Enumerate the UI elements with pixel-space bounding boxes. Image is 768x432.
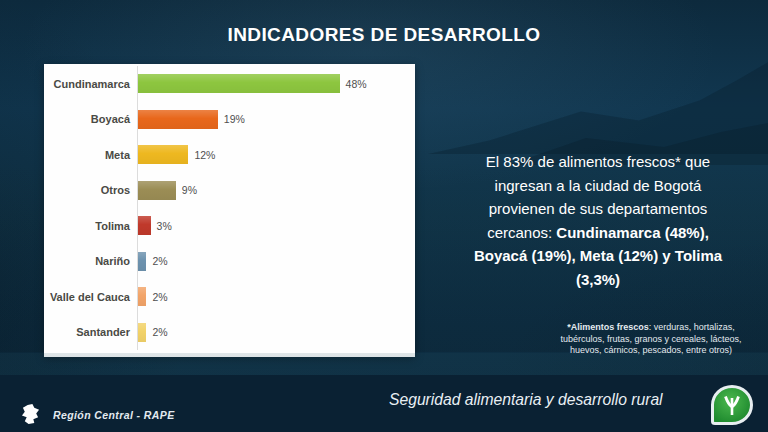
category-label: Valle del Cauca xyxy=(44,291,137,303)
bar-track: 2% xyxy=(137,244,415,280)
value-label: 2% xyxy=(152,255,167,267)
bar-track: 12% xyxy=(137,137,415,173)
chart-row: Nariño 2% xyxy=(44,244,415,280)
bar-track: 3% xyxy=(137,208,415,244)
bar-track: 9% xyxy=(137,173,415,209)
chart-row: Otros 9% xyxy=(44,173,415,209)
category-label: Otros xyxy=(44,184,137,196)
chart-row: Meta 12% xyxy=(44,137,415,173)
chart-row: Valle del Cauca 2% xyxy=(44,279,415,315)
green-leaf-logo xyxy=(711,385,753,425)
footnote-term: *Alimentos frescos xyxy=(567,322,649,332)
value-label: 12% xyxy=(194,149,215,161)
chart-row: Santander 2% xyxy=(44,315,415,351)
value-label: 48% xyxy=(346,78,367,90)
category-label: Santander xyxy=(44,326,137,338)
category-label: Meta xyxy=(44,149,137,161)
category-label: Cundinamarca xyxy=(44,78,137,90)
bar xyxy=(138,287,146,306)
footnote: *Alimentos frescos: verduras, hortalizas… xyxy=(556,322,746,357)
value-label: 9% xyxy=(182,184,197,196)
footer-brand-label: Región Central - RAPE xyxy=(53,409,175,421)
bar xyxy=(138,216,151,235)
chart-row: Boyacá 19% xyxy=(44,102,415,138)
chart-row: Tolima 3% xyxy=(44,208,415,244)
slide-title: INDICADORES DE DESARROLLO xyxy=(0,24,768,46)
bar xyxy=(138,252,146,271)
chart-row: Cundinamarca 48% xyxy=(44,66,415,102)
slide: INDICADORES DE DESARROLLO Cundinamarca 48… xyxy=(0,0,768,432)
wheat-icon xyxy=(714,390,750,424)
bar xyxy=(138,323,146,342)
footer-tagline: Seguridad alimentaria y desarrollo rural xyxy=(389,390,663,409)
bar xyxy=(138,110,218,129)
value-label: 19% xyxy=(224,113,245,125)
bar-track: 2% xyxy=(137,315,415,351)
chart-card: Cundinamarca 48% Boyacá 19% Meta 12% Otros 9% To… xyxy=(44,64,415,357)
bar-track: 48% xyxy=(137,66,415,102)
value-label: 3% xyxy=(157,220,172,232)
bar-track: 2% xyxy=(137,279,415,315)
value-label: 2% xyxy=(152,326,167,338)
photo-band xyxy=(0,353,768,375)
bar-track: 19% xyxy=(137,102,415,138)
footer-brand: Región Central - RAPE xyxy=(21,404,175,425)
bar xyxy=(138,145,188,164)
value-label: 2% xyxy=(152,291,167,303)
category-label: Tolima xyxy=(44,220,137,232)
category-label: Boyacá xyxy=(44,113,137,125)
bar-chart: Cundinamarca 48% Boyacá 19% Meta 12% Otros 9% To… xyxy=(44,64,415,357)
bar xyxy=(138,181,176,200)
callout-text: El 83% de alimentos frescos* que ingresa… xyxy=(462,150,734,291)
category-label: Nariño xyxy=(44,255,137,267)
bar xyxy=(138,74,340,93)
region-map-icon xyxy=(21,404,40,425)
